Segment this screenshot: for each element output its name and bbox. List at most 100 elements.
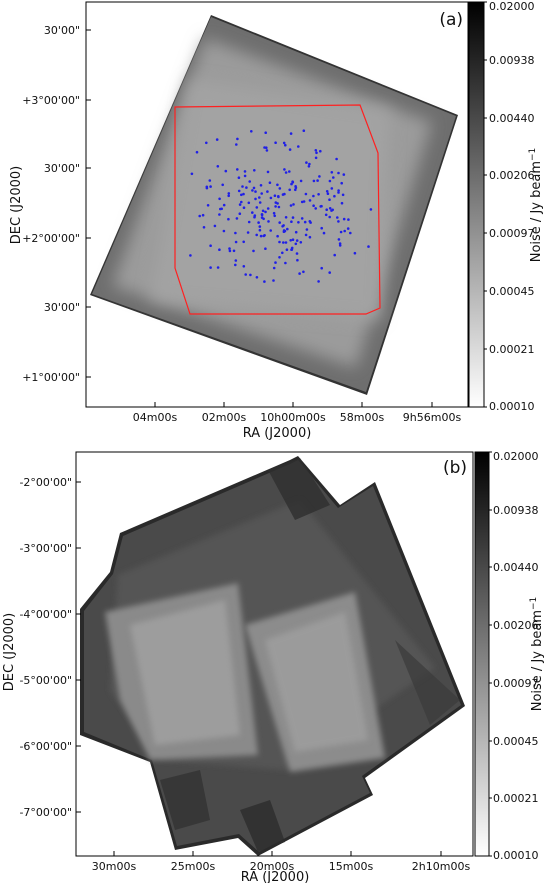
source-point [241, 185, 244, 188]
source-point [227, 192, 231, 195]
source-point [328, 215, 332, 219]
source-point [242, 240, 245, 244]
source-point [267, 220, 270, 223]
source-point [314, 149, 318, 152]
x-tick-label: 25m00s [171, 860, 216, 873]
source-point [337, 189, 340, 192]
source-point [250, 130, 253, 133]
source-point [317, 193, 320, 196]
y-tick-label: 30'00" [44, 162, 80, 175]
source-point [242, 265, 246, 268]
source-point [342, 217, 346, 221]
source-point [353, 251, 357, 255]
source-point [336, 216, 339, 219]
y-tick-label: +3°00'00" [22, 94, 80, 107]
tick-marks-a [86, 29, 433, 407]
source-point [254, 197, 257, 201]
source-point [284, 241, 288, 244]
source-point [328, 198, 331, 201]
y-tick-label: 30'00" [44, 24, 80, 37]
source-point [296, 258, 299, 262]
source-point [303, 220, 307, 224]
panel-b: -2°00'00" -3°00'00" -4°00'00" -5°00'00" … [2, 450, 544, 885]
source-point [237, 176, 241, 179]
source-point [234, 231, 237, 235]
source-point [346, 227, 350, 230]
source-point [235, 143, 238, 146]
source-point [339, 230, 343, 234]
source-point [228, 249, 232, 253]
source-point [258, 225, 262, 228]
source-point [330, 171, 334, 174]
source-point [266, 170, 270, 174]
source-point [253, 169, 256, 172]
source-point [257, 221, 260, 224]
source-point [337, 220, 340, 223]
source-point [337, 238, 341, 241]
source-point [338, 244, 342, 247]
source-point [222, 229, 226, 233]
source-point [295, 239, 299, 242]
source-point [234, 259, 238, 262]
source-point [312, 194, 315, 198]
source-point [328, 271, 332, 274]
x-tick-label: 9h56m00s [403, 411, 462, 424]
source-point [312, 204, 315, 207]
source-point [216, 165, 220, 168]
source-point [278, 187, 282, 190]
source-point [295, 252, 299, 255]
source-point [277, 205, 281, 209]
source-point [330, 187, 334, 190]
colorbar-label-b: Noise / Jy beam−1 [529, 597, 544, 712]
source-point [258, 201, 262, 204]
source-point [260, 216, 264, 219]
source-point [205, 141, 208, 145]
source-point [264, 210, 267, 214]
source-point [278, 240, 281, 244]
source-point [252, 186, 256, 190]
source-point [322, 231, 326, 235]
source-point [294, 230, 298, 234]
colorbar-tick-label: 0.00097 [489, 227, 535, 240]
colorbar-ticks-b [489, 451, 492, 857]
source-point [248, 180, 251, 183]
source-point [281, 251, 284, 255]
source-point [227, 217, 230, 221]
source-point [277, 195, 280, 199]
source-point [234, 263, 237, 267]
y-tick-label: -3°00'00" [19, 542, 72, 555]
source-point [264, 131, 268, 134]
source-point [300, 217, 304, 220]
source-point [274, 141, 277, 144]
source-point [276, 183, 279, 187]
source-point [305, 228, 309, 231]
x-tick-label: 10h00m00s [260, 411, 326, 424]
source-point [278, 221, 282, 224]
source-point [328, 207, 332, 210]
source-point [288, 170, 291, 173]
source-point [274, 261, 277, 264]
y-axis-label: DEC (J2000) [2, 613, 17, 692]
colorbar-tick-label: 0.00045 [489, 285, 535, 298]
source-point [238, 212, 242, 215]
source-point [349, 231, 352, 235]
source-point [272, 211, 276, 215]
source-point [218, 197, 221, 201]
colorbar-tick-label: 0.00045 [493, 735, 539, 748]
source-point [284, 216, 288, 219]
source-point [333, 194, 336, 198]
source-point [222, 203, 226, 207]
x-tick-label: 2h10m00s [412, 860, 471, 873]
colorbar-tick-label: 0.02000 [489, 0, 535, 13]
source-point [209, 244, 212, 247]
source-point [255, 206, 259, 209]
source-point [221, 183, 224, 187]
source-point [209, 266, 212, 269]
panel-label-b: (b) [443, 458, 467, 478]
source-point [266, 190, 269, 193]
source-point [202, 226, 206, 229]
tick-marks-b [76, 481, 442, 856]
source-point [290, 182, 293, 186]
source-point [255, 276, 259, 279]
source-point [308, 162, 311, 166]
